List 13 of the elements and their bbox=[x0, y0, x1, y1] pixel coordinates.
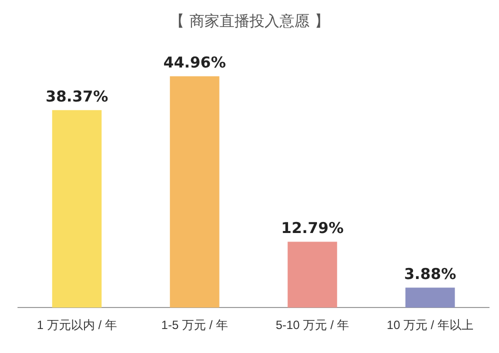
data-label: 38.37% bbox=[46, 88, 108, 106]
x-tick-label: 10 万元 / 年以上 bbox=[386, 318, 474, 332]
bar bbox=[288, 242, 338, 308]
x-tick-label: 5-10 万元 / 年 bbox=[276, 318, 350, 332]
data-label: 44.96% bbox=[163, 54, 226, 72]
chart-title: 【 商家直播投入意愿 】 bbox=[168, 11, 330, 32]
x-tick-label: 1-5 万元 / 年 bbox=[161, 318, 228, 332]
x-tick-label: 1 万元以内 / 年 bbox=[36, 318, 117, 332]
bar bbox=[405, 288, 455, 308]
data-label: 3.88% bbox=[404, 265, 456, 284]
data-label: 12.79% bbox=[281, 219, 344, 238]
bar bbox=[170, 76, 220, 308]
bar bbox=[52, 110, 102, 308]
